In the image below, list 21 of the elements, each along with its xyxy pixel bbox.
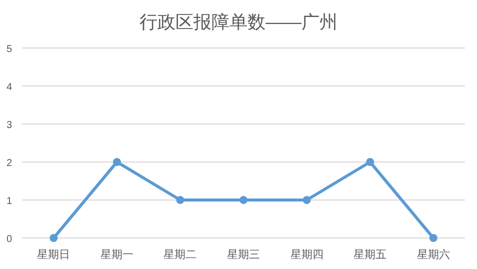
point bbox=[176, 196, 184, 204]
point bbox=[366, 158, 374, 166]
y-tick-label: 4 bbox=[6, 82, 12, 93]
y-tick-label: 1 bbox=[6, 196, 12, 207]
point bbox=[50, 234, 58, 242]
x-tick-label: 星期一 bbox=[100, 249, 134, 261]
x-tick-label: 星期四 bbox=[290, 249, 324, 261]
x-tick-label: 星期三 bbox=[227, 249, 260, 261]
point bbox=[112, 158, 121, 166]
y-tick-label: 2 bbox=[6, 158, 12, 169]
y-tick-label: 3 bbox=[6, 120, 12, 131]
x-tick-label: 星期六 bbox=[416, 248, 450, 261]
x-tick-label: 星期五 bbox=[354, 249, 387, 261]
point bbox=[302, 196, 311, 204]
x-tick-label: 星期二 bbox=[164, 249, 197, 261]
point bbox=[240, 196, 248, 204]
point bbox=[429, 234, 438, 242]
y-tick-label: 5 bbox=[6, 44, 12, 55]
x-tick-label: 星期日 bbox=[37, 249, 70, 261]
y-tick-label: 0 bbox=[6, 234, 12, 245]
chart-title: 行政区报障单数——广州 bbox=[140, 12, 338, 32]
